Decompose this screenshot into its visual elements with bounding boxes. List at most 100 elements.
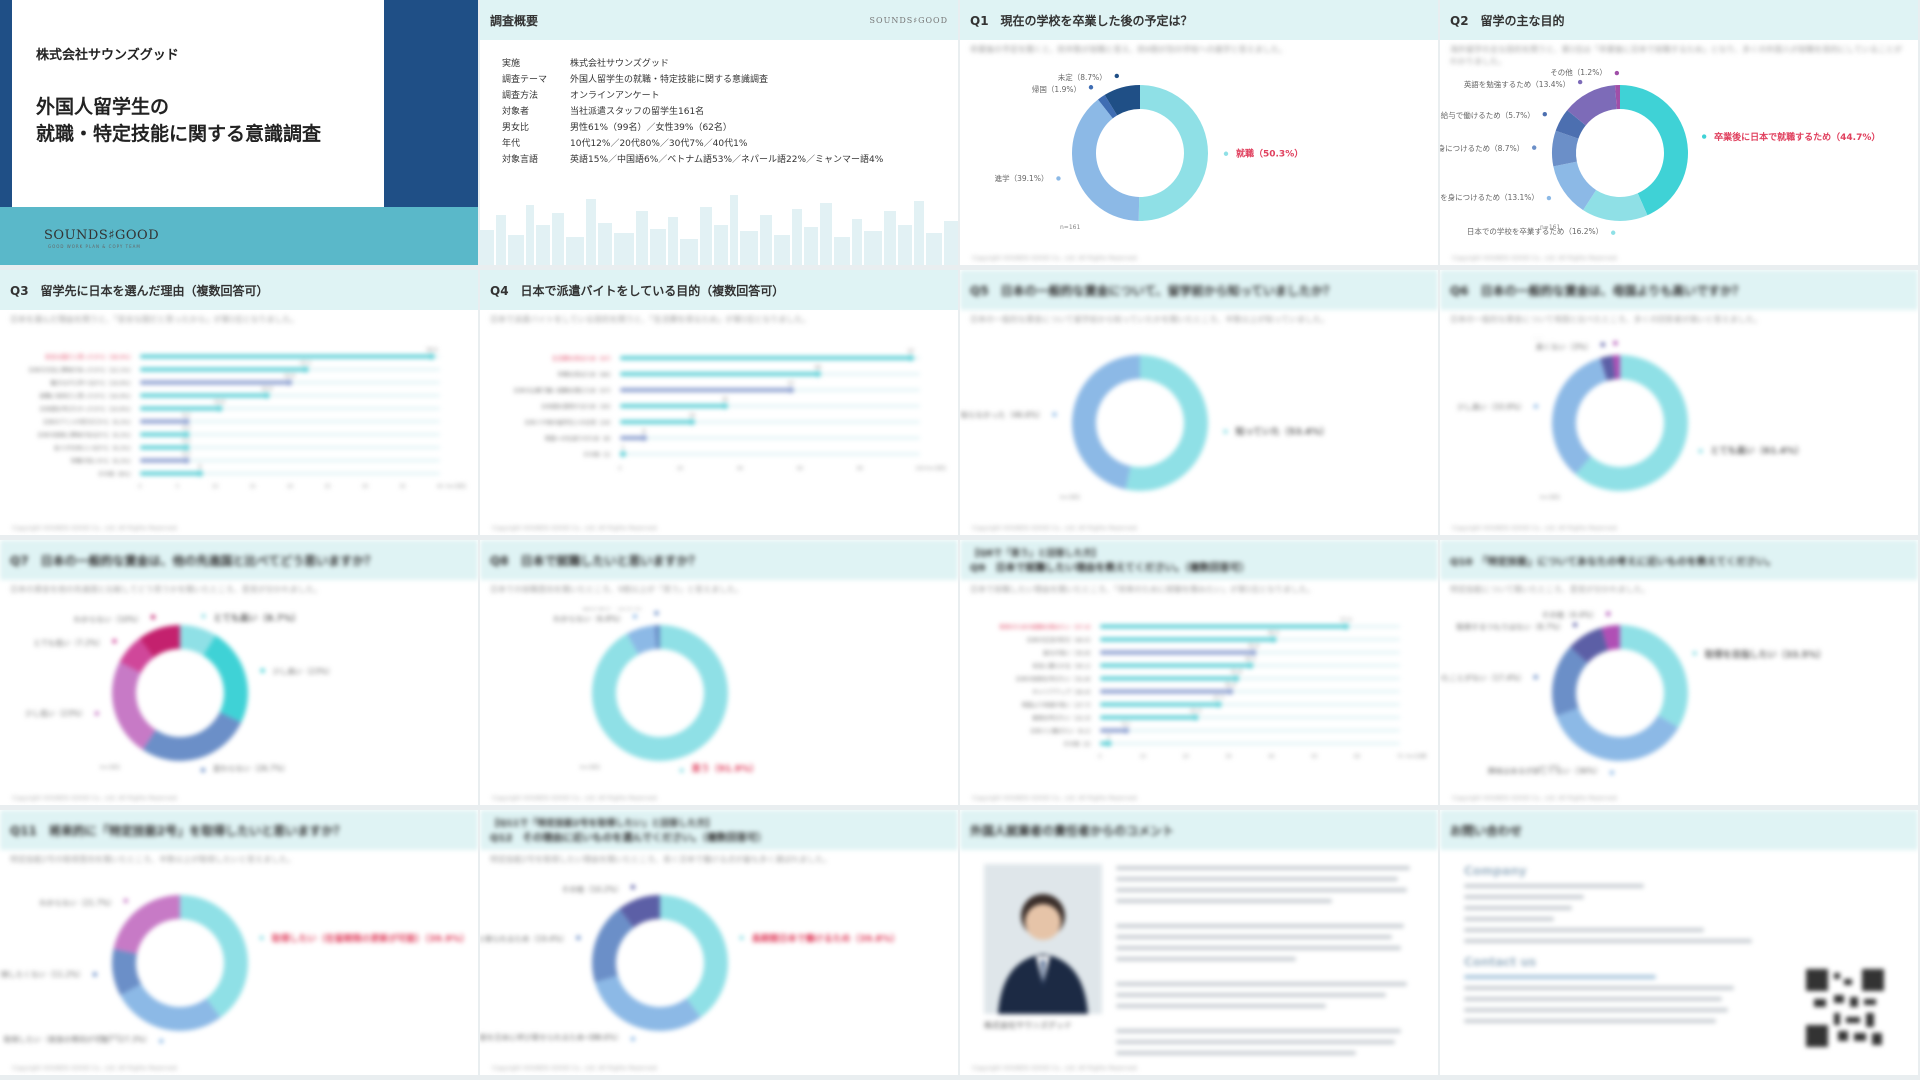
axis-tick-label: 20 (287, 484, 293, 490)
bar-value-label: 38.9 (426, 348, 437, 354)
slide-q2[interactable]: Q2 留学の主な目的 海外留学の主な目的を問うと、第1位は「卒業後に日本で就職す… (1440, 0, 1918, 265)
bar-value-label: 6.1 (1122, 722, 1130, 728)
company-logo: SOUNDS♯GOOD (869, 15, 948, 25)
donut-slice (1072, 355, 1140, 490)
axis-tick-label: 25 (324, 484, 330, 490)
overview-row: 男女比 男性61%（99名）／女性39%（62名） (502, 118, 883, 134)
donut-label-dot (1531, 145, 1537, 150)
slide-q4[interactable]: Q4 日本で派遣バイトをしている目的（複数回答可） 日本で派遣バイトをしている目… (480, 270, 958, 535)
overview-value: 当社派遣スタッフの留学生161名 (570, 106, 705, 117)
slide-q11[interactable]: Q11 将来的に「特定技能2号」を取得したいと思いますか？ 特定技能2号の取得意… (0, 810, 478, 1075)
bar-track (140, 420, 440, 423)
bar-end-dot (1192, 714, 1199, 721)
slide-description: 日本で就職したい理由を聞いたところ、「将来のために経験を積みたい」が第1位となり… (970, 585, 1315, 594)
donut-slice (1620, 625, 1688, 728)
cover-company: 株式会社サウンズグッド (36, 48, 179, 63)
donut-slice (120, 983, 221, 1031)
bar (1100, 702, 1219, 707)
bar-end-dot (197, 470, 203, 477)
donut-label: 日本の魅力を身につけるため（13.1%） (1440, 192, 1539, 202)
slide-header: Q4 日本で派遣バイトをしている目的（複数回答可） (480, 270, 958, 310)
bar-category-label: 日本人や他の留学生との交流（24） (525, 419, 614, 427)
slide-contact[interactable]: お問い合わせ Company Contact us (1440, 810, 1918, 1075)
bar (140, 458, 187, 463)
slide-cover[interactable]: 株式会社サウンズグッド 外国人留学生の 就職・特定技能に関する意識調査 SOUN… (0, 0, 478, 265)
slide-q7[interactable]: Q7 日本の一般的な賃金は、他の先進国と比べてどう思いますか？ 日本の賃金を他の… (0, 540, 478, 805)
bar-end-dot (815, 371, 821, 377)
sample-size-label: n=148 (1406, 753, 1426, 760)
donut-chart: とても高い（8.7%） 少し高い（23%） 変わらない（26.7%） 少し低い（23%… (25, 612, 335, 773)
bar-end-dot (428, 353, 435, 360)
bar-end-dot (1233, 675, 1240, 682)
slide-header: Q11 将来的に「特定技能2号」を取得したいと思いますか？ (0, 810, 478, 850)
contact-heading: Contact us (1464, 955, 1537, 969)
slide-q5[interactable]: Q5 日本の一般的な賃金について、留学前から知っていましたか？ 日本の一般的な賃… (960, 270, 1438, 535)
qr-code-pattern (1804, 967, 1886, 1049)
donut-chart: 思う（91.9%） わからない（6.8%） 思わない（1.3%） n=161 (553, 608, 758, 774)
sample-size-label: n=161 (100, 1034, 120, 1041)
donut-label: その他（10.2%） (562, 884, 623, 894)
bar-value-label: 35.8 (1248, 644, 1259, 650)
donut-slice (619, 895, 660, 928)
bar-end-dot (620, 451, 626, 457)
slide-q10[interactable]: Q10 「特定技能」についてあなたの考えに近いものを教えてください。 特定技能に… (1440, 540, 1918, 805)
donut-slice (180, 625, 216, 656)
bar-track (140, 472, 440, 475)
qr-code-icon[interactable] (1804, 967, 1886, 1049)
bar-category-label: 母国より待遇が良い（27.7） (1021, 701, 1094, 709)
bar (620, 436, 644, 440)
donut-label: 日本での学校を卒業するため（16.2%） (1467, 226, 1603, 236)
bar-category-label: 日本語を学びたかったから（10.6%） (40, 405, 134, 413)
bar-category-label: 給与が高い（35.8） (1043, 649, 1094, 657)
slide-description: 特定技能2号を取得したい理由を聞いたところ、長く日本で働ける点が最も多く選ばれま… (490, 855, 832, 864)
bar-chart: 将来のための経験を積みたい（57.4） 57.4 日本の生活が好き（40.5） 40.… (999, 618, 1426, 761)
bar (1100, 663, 1251, 668)
slide-title: Q3 留学先に日本を選んだ理由（複数回答可） (10, 283, 269, 298)
bar (620, 372, 818, 376)
slide-q6[interactable]: Q6 日本の一般的な賃金は、母国よりも高いですか？ 日本の一般的な賃金について母… (1440, 270, 1918, 535)
donut-label-dot (632, 614, 638, 619)
donut-label-dot (1609, 770, 1615, 775)
donut-slice (113, 895, 180, 954)
axis-tick-label: 30 (1225, 754, 1231, 760)
axis-tick-label: 50 (1311, 754, 1317, 760)
overview-label: 対象言語 (502, 154, 539, 165)
bar (620, 356, 911, 360)
donut-label-dot (654, 610, 659, 616)
slide-description: 日本の一般的な賃金について母国と比べたところ、多くの回答者が高いと答えました。 (1450, 315, 1762, 324)
slide-q9[interactable]: 【Q8で「思う」と回答した方】 Q9 日本で就職したい理由を教えてください。（複… (960, 540, 1438, 805)
axis-tick-label: 80 (857, 466, 863, 472)
donut-label: 少し高い（23%） (273, 666, 335, 676)
slide-comment[interactable]: 外国人就業者の責任者からのコメント 株式会社サウンズグッド Copyright … (960, 810, 1438, 1075)
person-portrait-icon (984, 864, 1102, 1014)
donut-label-dot (112, 639, 117, 644)
slide-title: Q12 その理由に近いものを選んでください。（複数回答可） (490, 833, 767, 844)
cover-band (0, 0, 12, 265)
slide-header: Q6 日本の一般的な賃金は、母国よりも高いですか？ (1440, 270, 1918, 310)
slide-q8[interactable]: Q8 日本で就職したいと思いますか？ 日本での就職意向を聞いたところ、9割以上が… (480, 540, 958, 805)
slide-q1[interactable]: Q1 現在の学校を卒業した後の予定は？ 卒業後の予定を聞くと、約半数が就職と答え… (960, 0, 1438, 265)
donut-label-dot (92, 972, 98, 977)
slide-title: Q1 現在の学校を卒業した後の予定は？ (970, 13, 1193, 28)
bar-value-label: 10.6 (214, 400, 225, 406)
bar-category-label: 働きながら学べるから（19.9%） (51, 379, 134, 387)
slide-q3[interactable]: Q3 留学先に日本を選んだ理由（複数回答可） 日本を選んだ理由を問うと、「安全な… (0, 270, 478, 535)
axis-tick-label: 100 (915, 466, 925, 472)
slide-description: 卒業後の予定を聞くと、約半数が就職と答え、約4割が別の学校への進学と答えました。 (970, 45, 1287, 54)
donut-label-dot (1572, 622, 1578, 627)
bar-category-label: 安全に暮らせる（35.1） (1032, 662, 1094, 670)
sample-size-label: n=108 (580, 1034, 600, 1041)
slide-header: Q1 現在の学校を卒業した後の予定は？ (960, 0, 1438, 40)
sample-size-label: n=161 (446, 483, 466, 490)
donut-label: とても低い（7.2%） (33, 638, 104, 648)
donut-label: その他（4.4%） (1542, 609, 1599, 619)
slide-overview[interactable]: 調査概要 SOUNDS♯GOOD 実施 株式会社サウンズグッド 調査テーマ 外国人留学… (480, 0, 958, 265)
slide-q12[interactable]: 【Q11で「特定技能2号を取得したい」と回答した方】 Q12 その理由に近いもの… (480, 810, 958, 1075)
axis-tick-label: 40 (1268, 754, 1274, 760)
bar-category-label: キャリアアップ（30.4） (1032, 689, 1094, 696)
donut-label-dot (1223, 429, 1228, 434)
bar-value-label: 6.2 (183, 452, 191, 458)
bar-category-label: 日本の文化に興味があったから（22.1%） (29, 366, 134, 374)
bar-category-label: 生活費を得るため（97） (552, 355, 614, 363)
copyright: Copyright SOUNDS GOOD Co., Ltd. All Righ… (1452, 255, 1619, 262)
